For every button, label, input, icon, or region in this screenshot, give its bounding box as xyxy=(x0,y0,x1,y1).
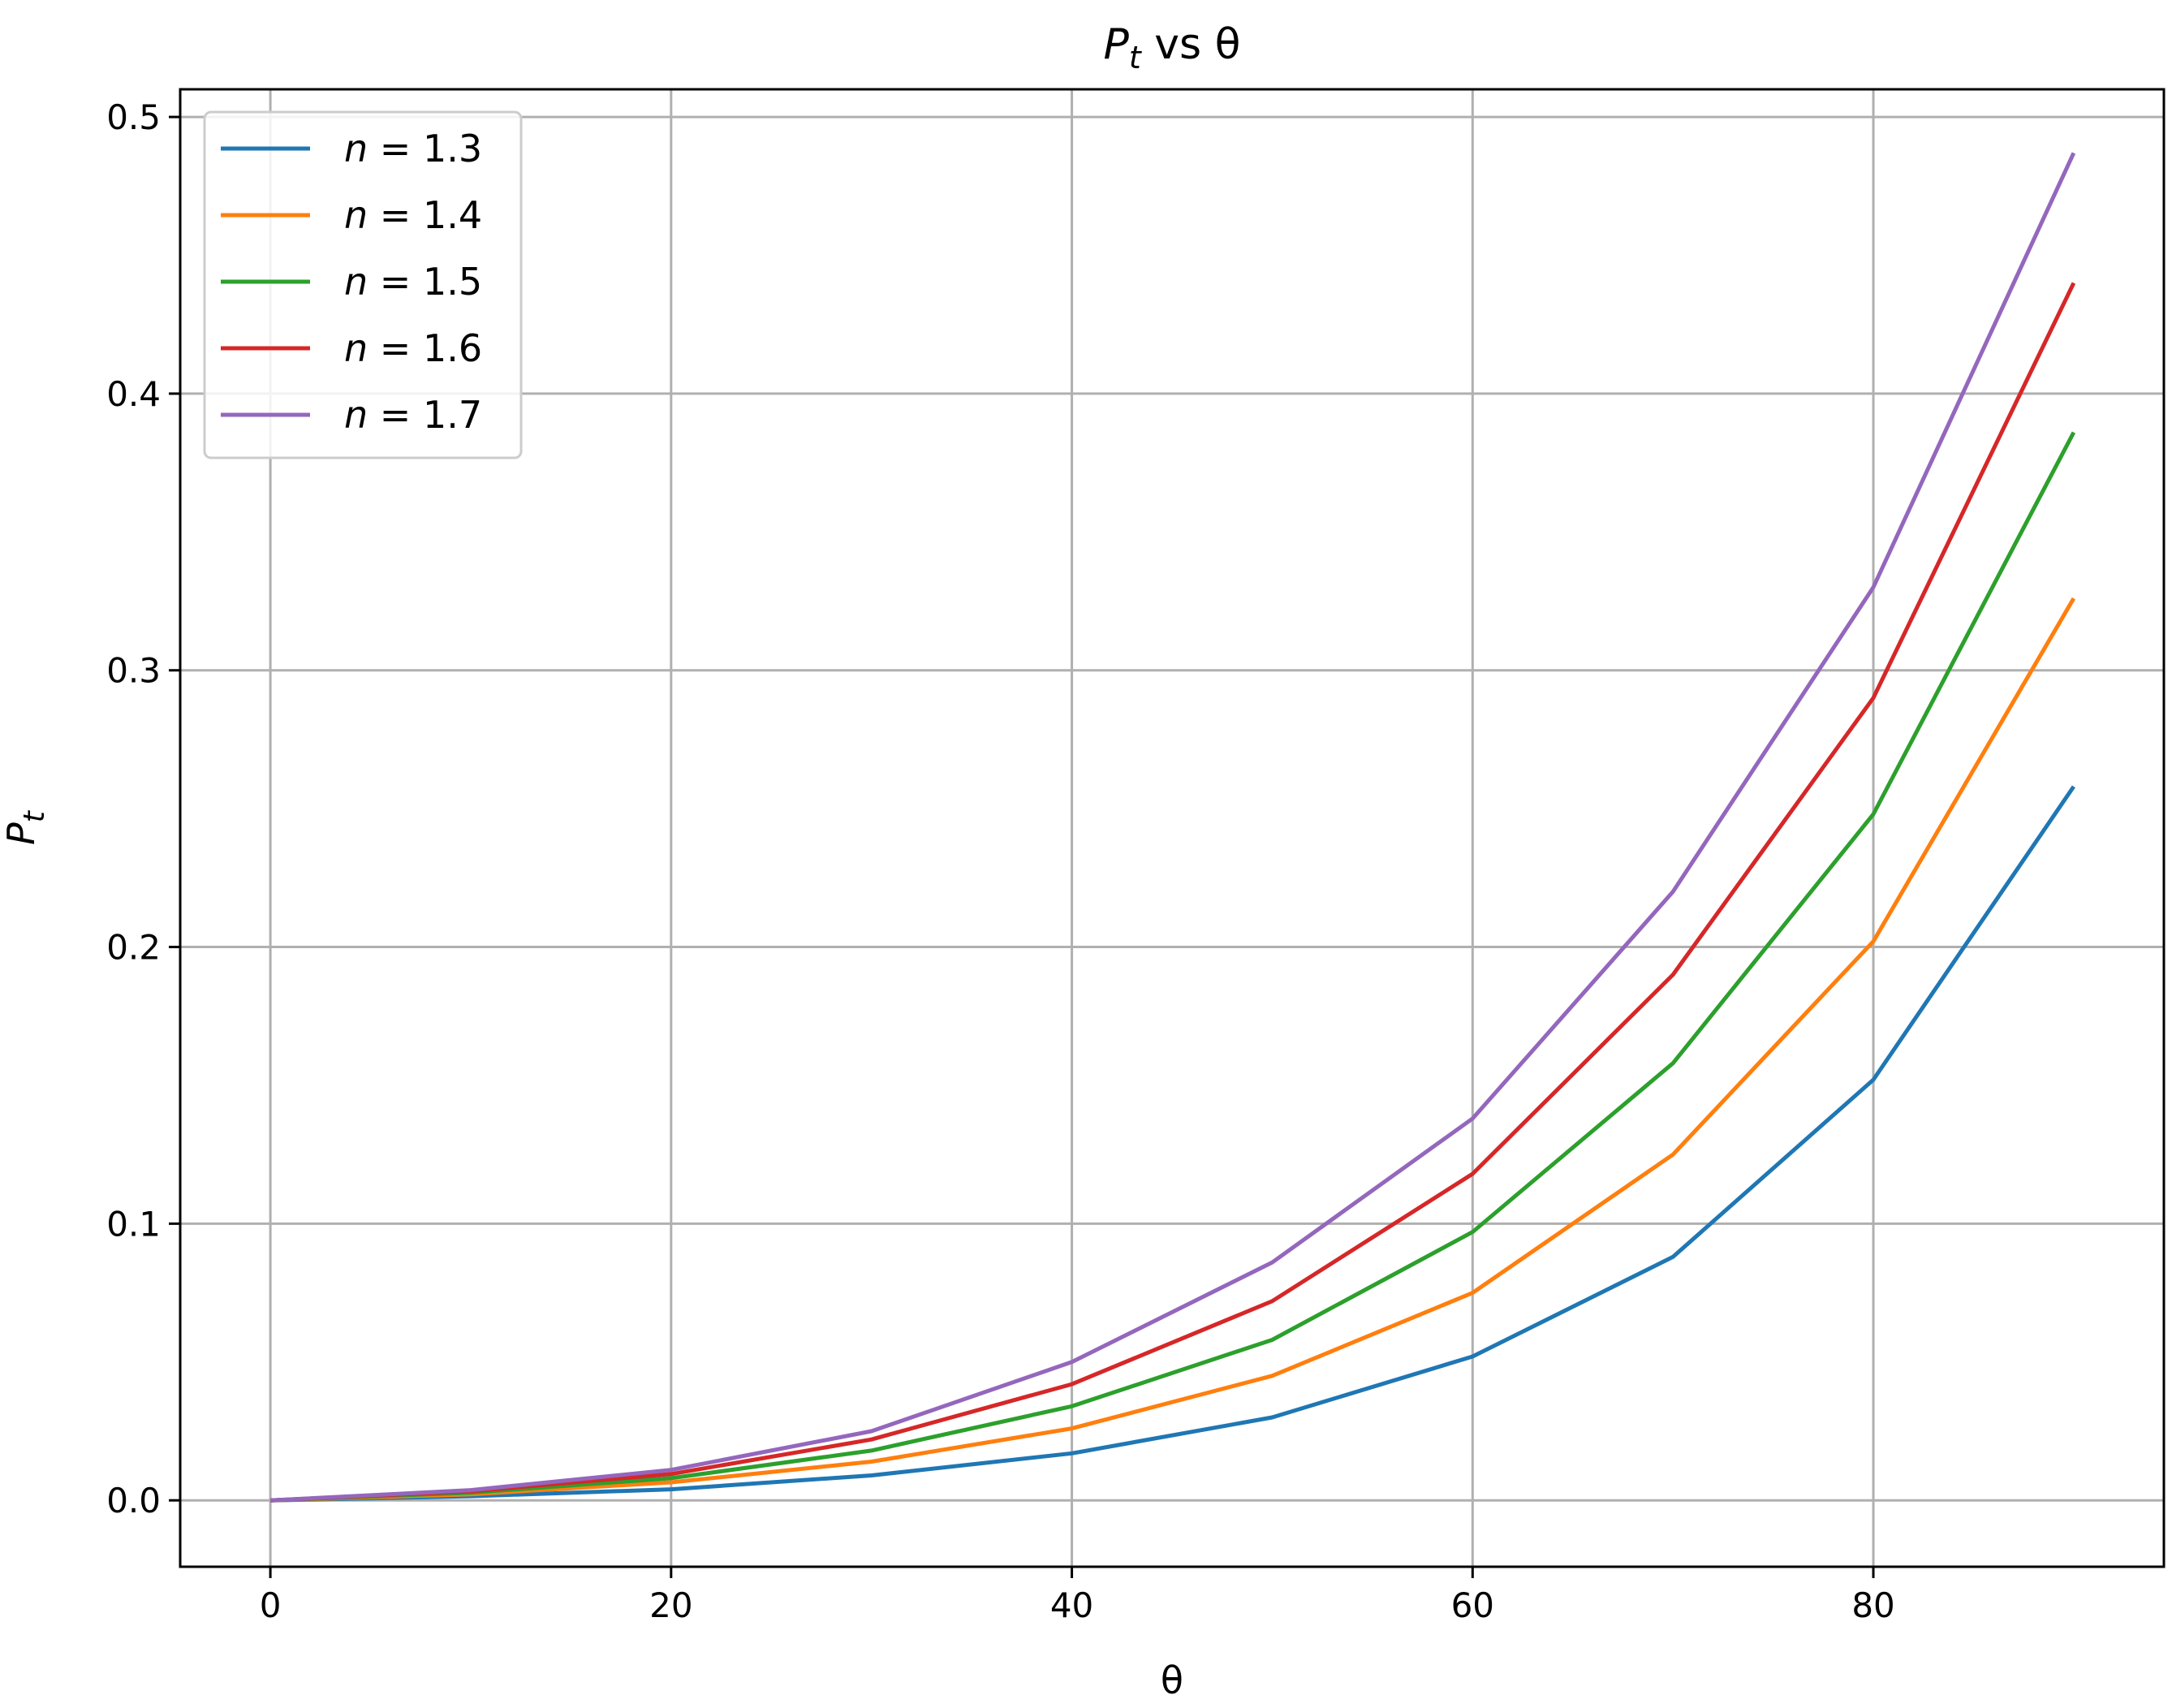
x-axis-label: θ xyxy=(1161,1658,1183,1702)
y-axis-label-sub: t xyxy=(18,809,51,822)
y-axis-ticks: 0.0 0.1 0.2 0.3 0.4 0.5 xyxy=(106,97,180,1520)
series-line-3 xyxy=(269,282,2076,1503)
legend-entry-2: n = 1.5 xyxy=(344,260,482,304)
series-layer xyxy=(269,152,2076,1503)
y-axis-label: Pt xyxy=(0,809,51,845)
series-line-1 xyxy=(270,597,2076,1503)
title-rest: vs θ xyxy=(1141,20,1241,69)
y-axis-label-main: P xyxy=(0,822,43,845)
x-tick-label: 0 xyxy=(260,1585,282,1625)
x-tick-label: 80 xyxy=(1851,1585,1894,1625)
y-tick-label: 0.4 xyxy=(106,374,161,414)
legend-entry-0: n = 1.3 xyxy=(344,127,482,170)
x-tick-label: 20 xyxy=(649,1585,692,1625)
x-tick-label: 40 xyxy=(1050,1585,1093,1625)
y-tick-label: 0.5 xyxy=(106,97,161,137)
chart-title: Pt vs θ xyxy=(1103,20,1240,75)
y-tick-label: 0.3 xyxy=(106,651,161,691)
x-tick-label: 60 xyxy=(1451,1585,1494,1625)
plot-frame xyxy=(179,88,2166,1568)
legend-entry-3: n = 1.6 xyxy=(344,326,482,370)
title-main: P xyxy=(1103,20,1129,69)
legend-entry-4: n = 1.7 xyxy=(344,393,482,437)
y-tick-label: 0.2 xyxy=(106,928,161,968)
legend-entry-1: n = 1.4 xyxy=(344,193,482,237)
series-line-2 xyxy=(270,431,2076,1503)
series-line-0 xyxy=(270,785,2075,1503)
title-sub: t xyxy=(1129,40,1143,75)
x-axis-ticks: 0 20 40 60 80 xyxy=(260,1567,1895,1625)
legend: n = 1.3 n = 1.4 n = 1.5 n = 1.6 n = 1.7 xyxy=(203,110,523,459)
legend-box xyxy=(203,110,523,459)
y-tick-label: 0.1 xyxy=(106,1204,161,1244)
series-line-4 xyxy=(269,152,2076,1503)
y-tick-label: 0.0 xyxy=(106,1481,161,1520)
